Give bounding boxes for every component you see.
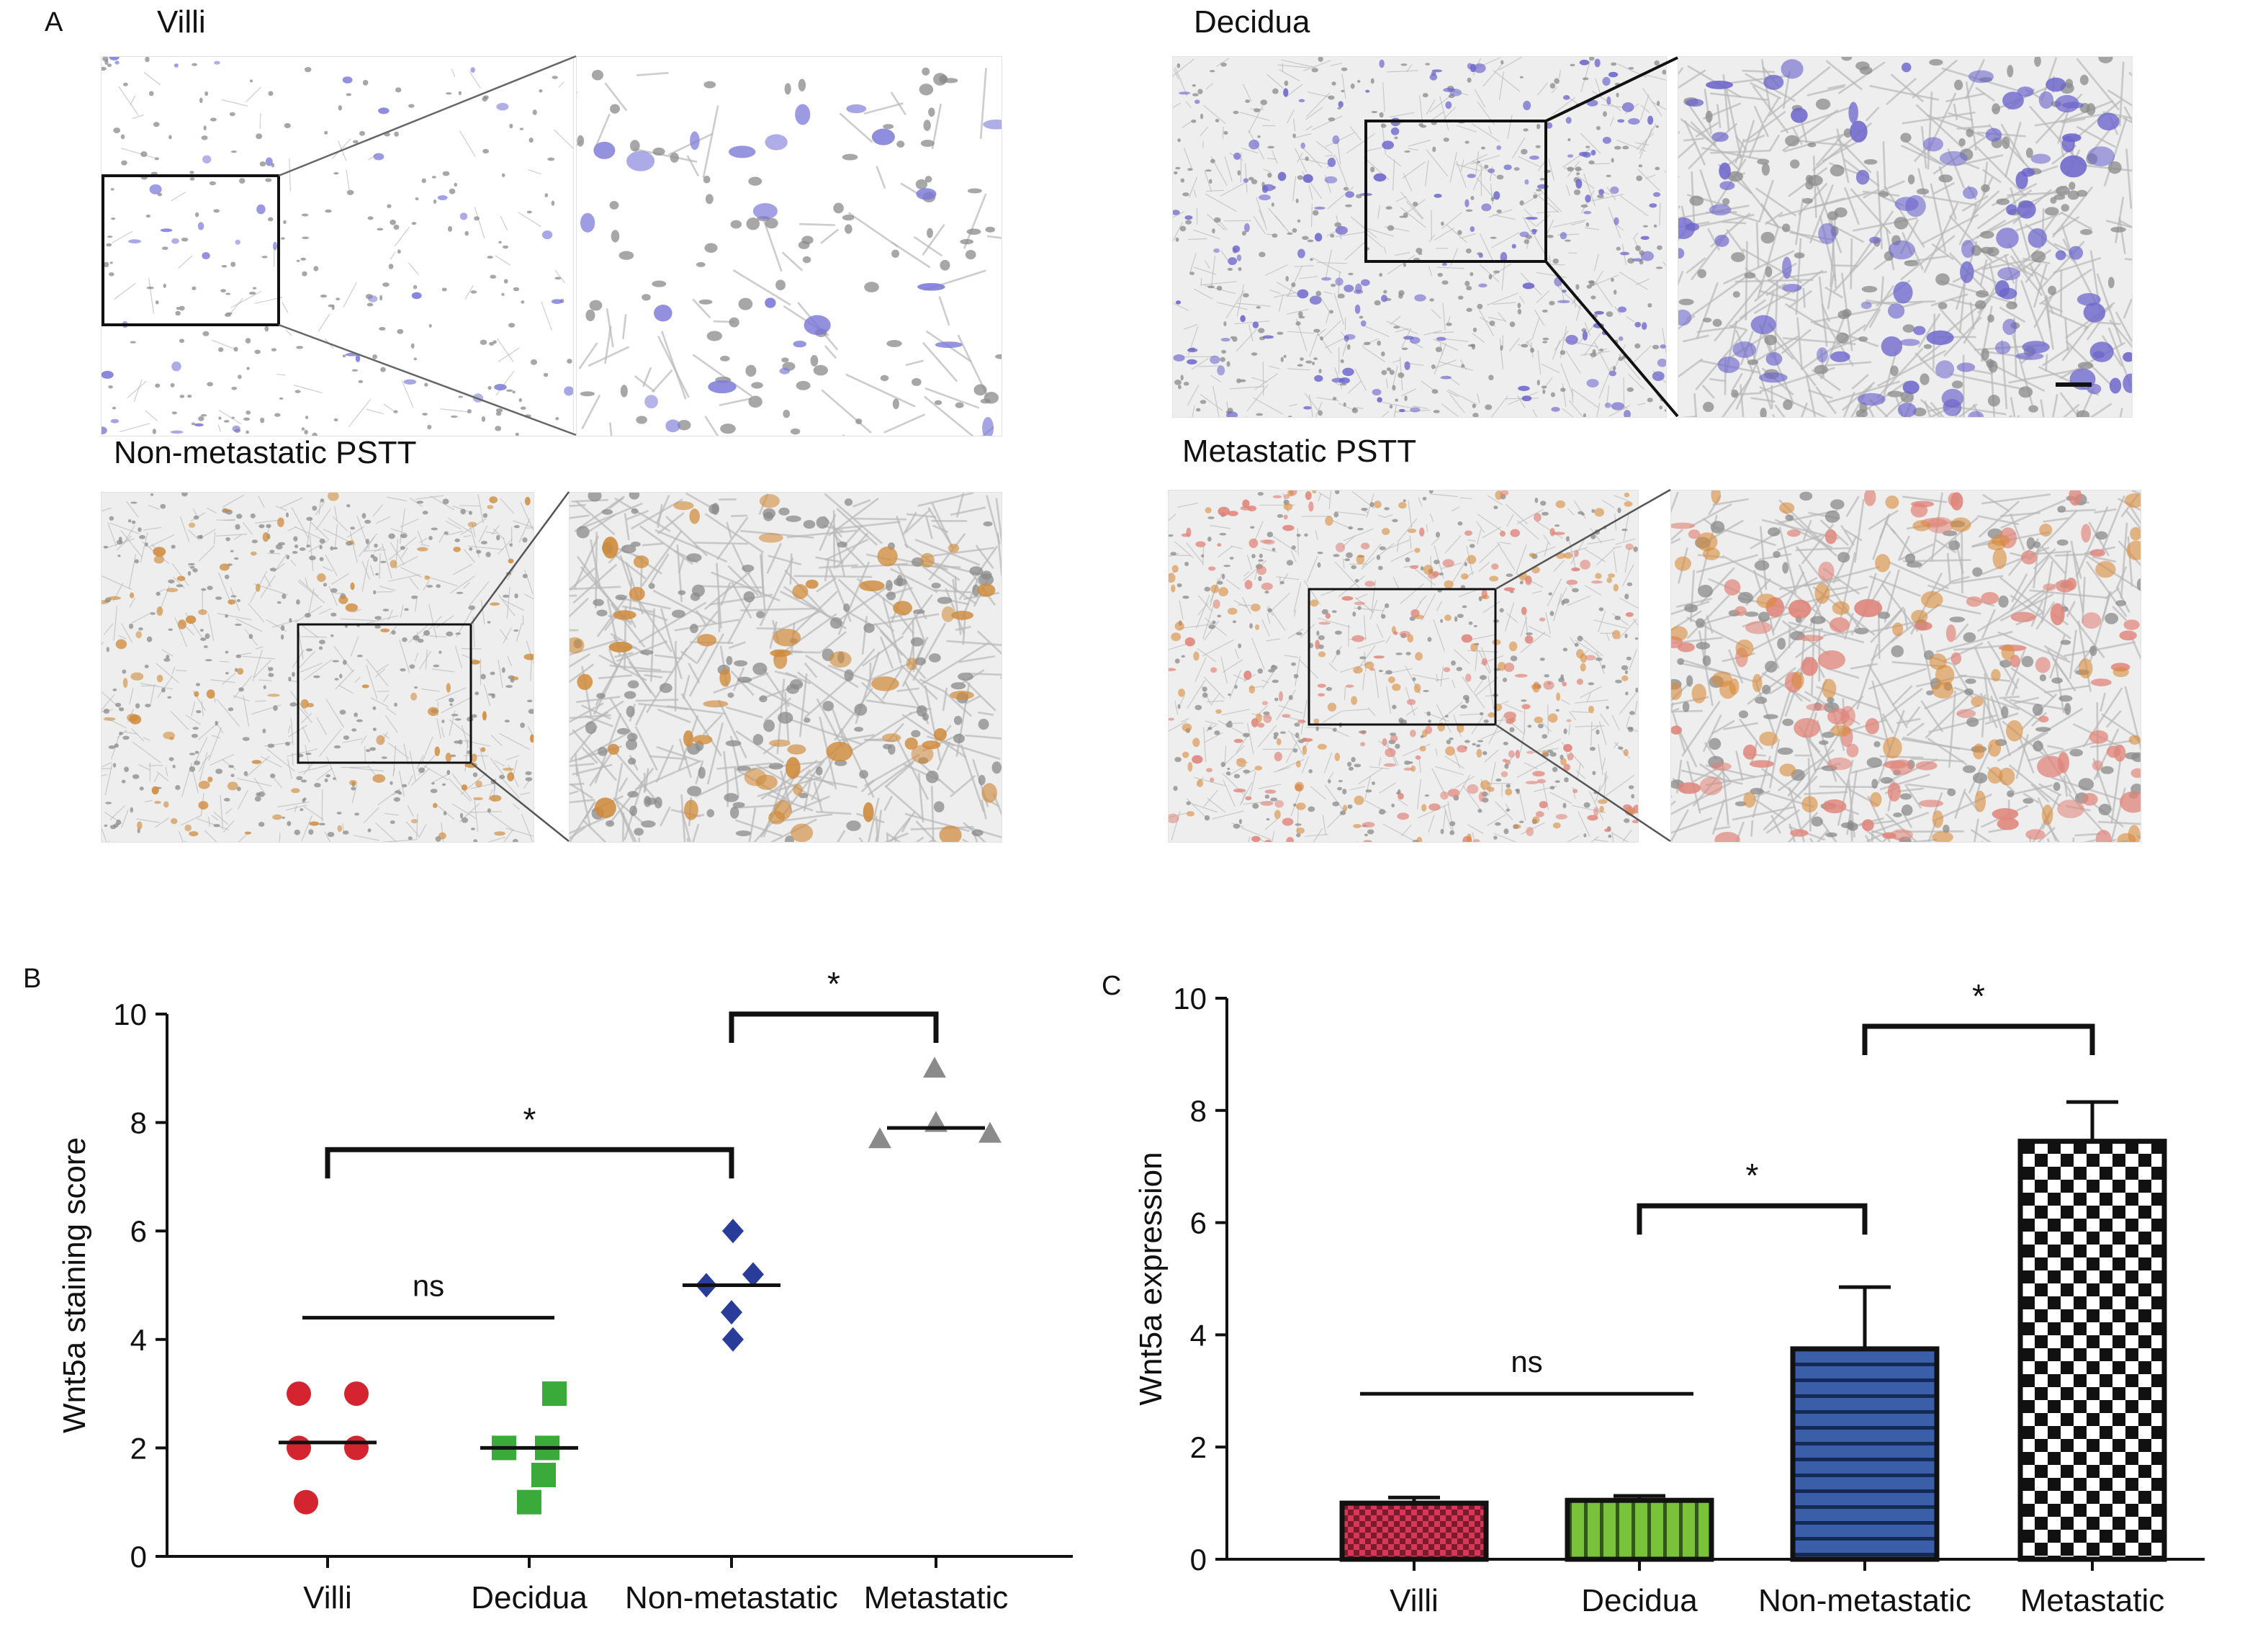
panel-c-y-tick-label: 4 (1190, 1318, 1207, 1352)
panel-c-y-tick-label: 10 (1173, 982, 1207, 1015)
panel-a-letter: A (45, 7, 63, 37)
panel-b-significance-bracket (729, 1011, 939, 1043)
panel-c-y-tick-label: 8 (1190, 1094, 1207, 1128)
panel-c-y-tick-label: 2 (1190, 1430, 1207, 1464)
tissue-texture (570, 493, 1002, 842)
panel-c-x-tick-label: Decidua (1581, 1583, 1698, 1618)
panel-b-point-circle (287, 1435, 311, 1461)
panel-c-x-tick-label: Villi (1390, 1583, 1439, 1618)
panel-c-y-tick-label: 6 (1190, 1206, 1207, 1240)
panel-b-y-tick-label: 2 (130, 1431, 147, 1465)
panel-b-point-circle (344, 1435, 369, 1461)
nonmetastatic-zoom-micrograph (569, 492, 1002, 843)
panel-b-point-triangle (978, 1121, 1002, 1143)
metastatic-image-label: Metastatic PSTT (1182, 434, 1417, 469)
panel-c-significance-label: * (1972, 977, 1985, 1015)
panel-b-point-circle (294, 1489, 318, 1515)
panel-b-significance-label: * (827, 965, 840, 1003)
tissue-texture (1671, 490, 2141, 842)
panel-c-significance-label: ns (1511, 1345, 1542, 1378)
panel-b-y-axis-label: Wnt5a staining score (57, 1137, 92, 1433)
metastatic-zoom-micrograph (1670, 490, 2141, 843)
decidua-image-label: Decidua (1194, 4, 1310, 40)
panel-b-point-diamond (722, 1327, 744, 1352)
panel-c-y-axis-label: Wnt5a expression (1133, 1152, 1169, 1405)
panel-b-point-circle (344, 1381, 369, 1407)
villi-image-label: Villi (157, 4, 206, 40)
panel-b-point-diamond (742, 1262, 764, 1287)
panel-c-bar (1790, 1346, 1940, 1562)
panel-b-point-triangle (868, 1127, 891, 1149)
panel-c-bar (1339, 1500, 1489, 1562)
panel-b-x-tick-label: Villi (303, 1580, 352, 1615)
panel-b-point-triangle (923, 1057, 946, 1078)
panel-b-x-tick-label: Non-metastatic (625, 1580, 838, 1615)
panel-c-x-tick-label: Metastatic (2020, 1583, 2165, 1618)
panel-b-letter: B (23, 964, 42, 994)
panel-b-significance-bracket (325, 1147, 734, 1179)
panel-b-x-tick-label: Metastatic (864, 1580, 1009, 1615)
panel-b-point-square (531, 1463, 556, 1488)
panel-b-significance-label: ns (413, 1269, 444, 1303)
panel-c-bar (2017, 1139, 2167, 1562)
panel-b-y-tick-label: 8 (130, 1106, 147, 1140)
panel-b-point-circle (287, 1381, 311, 1407)
panel-b-point-diamond (721, 1300, 742, 1325)
panel-c-significance-bracket (1637, 1203, 1868, 1235)
panel-c-y-tick-label: 0 (1190, 1543, 1207, 1577)
decidua-zoom-micrograph (1678, 56, 2133, 418)
panel-b-y-tick-label: 4 (130, 1323, 147, 1357)
nonmetastatic-image-label: Non-metastatic PSTT (114, 435, 417, 470)
villi-zoom-micrograph (576, 56, 1002, 436)
panel-c-significance-label: * (1746, 1157, 1759, 1194)
panel-b-point-square (517, 1489, 541, 1515)
panel-b-significance-label: * (523, 1100, 536, 1138)
panel-c-significance-bracket (1862, 1023, 2095, 1055)
tissue-texture (1678, 57, 2132, 417)
panel-b-y-tick-label: 10 (113, 997, 147, 1031)
panel-b-y-tick-label: 0 (130, 1540, 147, 1574)
panel-b-y-tick-label: 6 (130, 1214, 147, 1248)
panel-b-point-square (542, 1381, 567, 1407)
tissue-texture (577, 57, 1002, 436)
panel-b-point-diamond (722, 1219, 744, 1244)
panel-c-bar (1565, 1497, 1714, 1562)
panel-c-x-tick-label: Non-metastatic (1758, 1583, 1971, 1618)
panel-b-x-tick-label: Decidua (471, 1580, 588, 1615)
panel-c-letter: C (1102, 971, 1122, 1001)
